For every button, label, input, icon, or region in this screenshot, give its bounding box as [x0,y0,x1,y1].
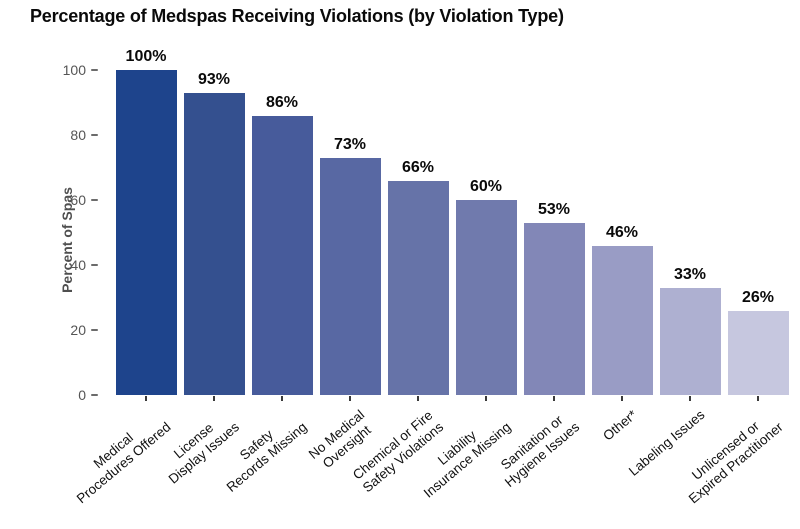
bar-value-label: 33% [673,265,707,283]
bar [115,70,177,395]
bar [183,92,245,395]
bar [319,157,381,395]
y-tick-label: 100 [50,60,98,80]
x-tick-mark [689,396,691,401]
x-axis-label-line: Other* [600,407,640,444]
y-tick-mark [91,199,98,201]
y-tick-mark [91,264,98,266]
x-axis-label: Medical Procedures Offered [64,407,175,508]
x-tick-mark [349,396,351,401]
x-tick-mark [145,396,147,401]
bar [455,200,517,395]
bar [591,245,653,395]
x-tick-mark [281,396,283,401]
bar-value-label: 66% [401,158,435,176]
x-tick-mark [621,396,623,401]
y-tick-value: 60 [70,192,86,208]
bar-value-label: 86% [265,93,299,111]
y-tick-value: 20 [70,322,86,338]
bar [659,287,721,395]
bar-value-label: 46% [605,223,639,241]
bar-value-label: 53% [537,200,571,218]
plot-area: 0 20 40 60 80 100 100% 93% 86% 73% 66% 60% 53% 46% 33… [63,48,792,507]
y-tick-value: 80 [70,127,86,143]
x-tick-mark [757,396,759,401]
y-tick-label: 20 [50,320,98,340]
bar-value-label: 26% [741,288,775,306]
y-tick-value: 40 [70,257,86,273]
chart-title: Percentage of Medspas Receiving Violatio… [30,6,564,26]
bar [251,115,313,395]
bar-value-label: 73% [333,135,367,153]
y-tick-value: 0 [78,387,86,403]
y-tick-mark [91,69,98,71]
bar [387,180,449,395]
y-tick-label: 80 [50,125,98,145]
x-axis-label: Other* [600,407,640,445]
bar-value-label: 100% [125,48,167,65]
x-tick-mark [485,396,487,401]
y-tick-mark [91,134,98,136]
bar-value-label: 93% [197,70,231,88]
y-tick-label: 0 [50,385,98,405]
y-tick-value: 100 [62,62,86,78]
bar [523,222,585,395]
bar [727,310,789,395]
x-tick-mark [213,396,215,401]
y-tick-mark [91,329,98,331]
x-tick-mark [553,396,555,401]
y-tick-label: 40 [50,255,98,275]
x-tick-mark [417,396,419,401]
y-tick-mark [91,394,98,396]
bar-value-label: 60% [469,178,503,195]
y-tick-label: 60 [50,190,98,210]
